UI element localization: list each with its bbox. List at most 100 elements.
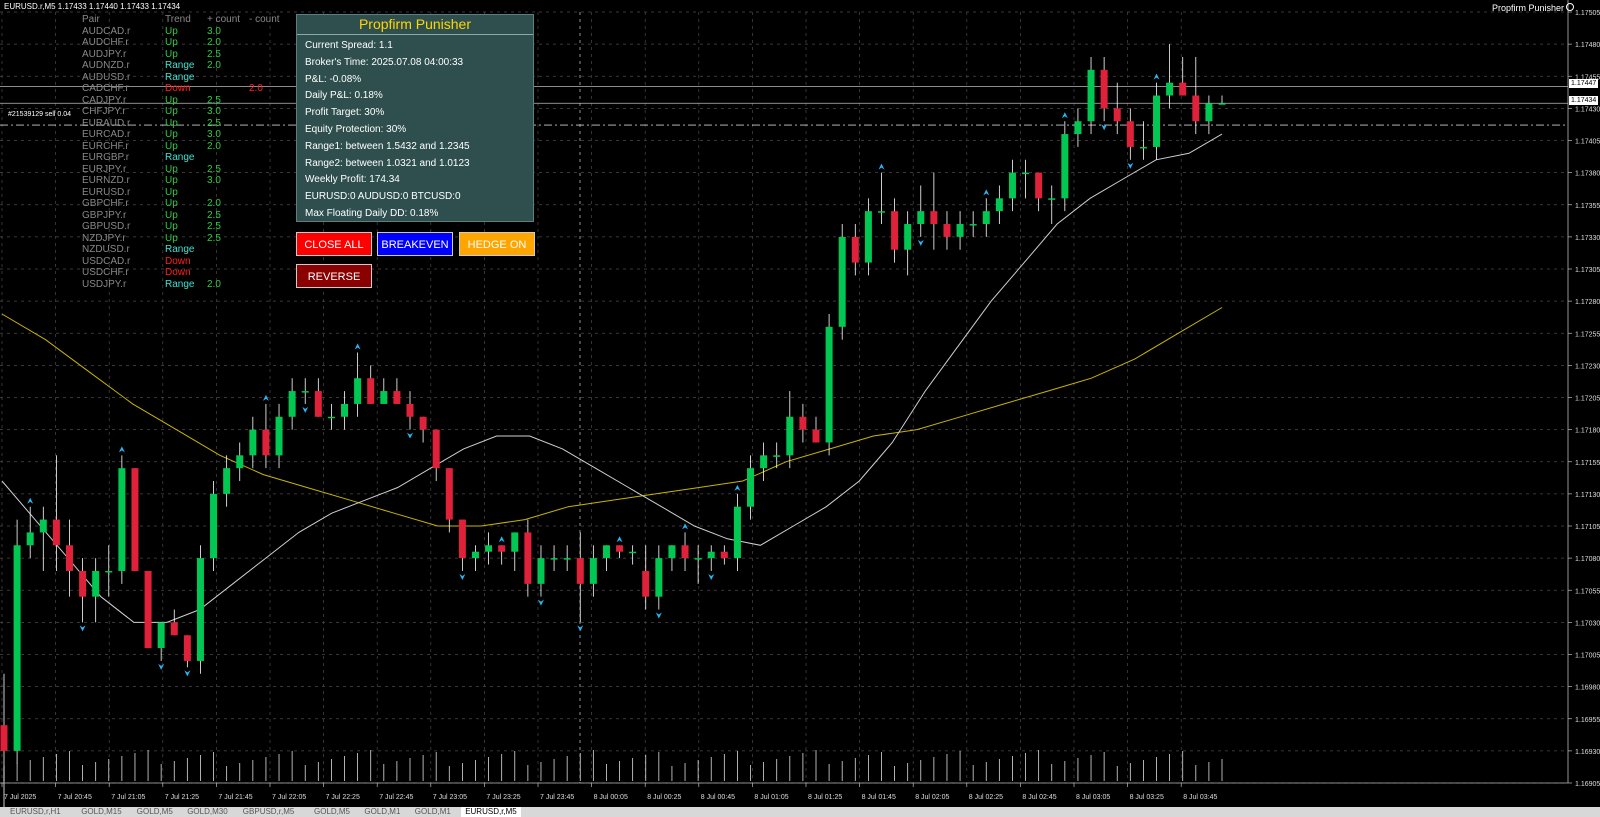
price-label: 1.16955 bbox=[1575, 717, 1600, 724]
candle-body bbox=[131, 468, 139, 571]
fractal-up-arrow bbox=[878, 163, 885, 170]
pair-plus-count: 2.0 bbox=[207, 198, 221, 209]
pair-minus-count bbox=[249, 233, 289, 245]
price-label: 1.17405 bbox=[1575, 139, 1600, 146]
candle-body bbox=[13, 545, 21, 751]
price-label: 1.17455 bbox=[1575, 74, 1600, 81]
candle-body bbox=[629, 551, 637, 554]
pair-minus-count bbox=[249, 106, 289, 118]
chart-tab[interactable]: GOLD,M5 bbox=[314, 807, 351, 816]
time-label: 8 Jul 01:05 bbox=[754, 794, 788, 801]
price-label: 1.17155 bbox=[1575, 460, 1600, 467]
pair-row: GBPCHF.r Up 2.0 bbox=[82, 198, 289, 210]
candle-body bbox=[694, 558, 702, 560]
candle-body bbox=[1113, 108, 1121, 122]
pair-trend: Down bbox=[165, 267, 191, 278]
candle-body bbox=[1192, 95, 1200, 122]
candle-body bbox=[616, 545, 624, 552]
price-label: 1.16905 bbox=[1575, 781, 1600, 788]
time-label: 7 Jul 21:05 bbox=[111, 794, 145, 801]
candle-body bbox=[210, 493, 218, 559]
time-label: 7 Jul 23:05 bbox=[433, 794, 467, 801]
chart-tab[interactable]: GOLD,M15 bbox=[81, 807, 122, 816]
time-label: 7 Jul 23:25 bbox=[486, 794, 520, 801]
candle-body bbox=[341, 403, 349, 417]
pair-row: AUDUSD.r Range bbox=[82, 72, 289, 84]
chart-tab[interactable]: GOLD,M1 bbox=[364, 807, 401, 816]
pair-name: EURAUD.r bbox=[82, 117, 131, 129]
fractal-down-arrow bbox=[1127, 162, 1134, 169]
candle-body bbox=[1074, 121, 1082, 135]
pair-plus-count: 2.5 bbox=[207, 117, 221, 129]
pair-trend: Range bbox=[165, 152, 195, 163]
panel-line: Profit Target: 30% bbox=[305, 107, 385, 119]
pair-minus-count bbox=[249, 267, 289, 279]
candle-body bbox=[1048, 198, 1056, 200]
candle-body bbox=[471, 551, 479, 559]
panel-line: Range2: between 1.0321 and 1.0123 bbox=[305, 157, 470, 169]
fractal-down-arrow bbox=[577, 625, 584, 632]
pair-trend: Range bbox=[165, 60, 195, 71]
time-label: 8 Jul 02:05 bbox=[915, 794, 949, 801]
time-label: 8 Jul 00:25 bbox=[647, 794, 681, 801]
pair-row: CADCHF.r Down 2.0 bbox=[82, 83, 289, 95]
chart-tabs: EURUSD,r,H1 GOLD,M15 GOLD,M5 GOLD,M30 GBPUSD… bbox=[0, 807, 1600, 817]
price-label: 1.17380 bbox=[1575, 171, 1600, 178]
time-label: 7 Jul 22:05 bbox=[272, 794, 306, 801]
time-label: 8 Jul 02:25 bbox=[969, 794, 1003, 801]
pair-name: USDCAD.r bbox=[82, 255, 131, 267]
pair-minus-count bbox=[249, 129, 289, 141]
hedge-on-button[interactable]: HEDGE ON bbox=[459, 232, 535, 256]
candle-body bbox=[1035, 172, 1043, 199]
ea-smiley-icon[interactable] bbox=[1566, 3, 1574, 11]
reverse-button[interactable]: REVERSE bbox=[296, 264, 372, 288]
candle-body bbox=[288, 391, 296, 417]
pair-row: EURCAD.r Up 3.0 bbox=[82, 129, 289, 141]
time-label: 8 Jul 02:45 bbox=[1022, 794, 1056, 801]
pair-row: EURCHF.r Up 2.0 bbox=[82, 141, 289, 153]
pair-name: GBPCHF.r bbox=[82, 198, 129, 209]
pair-trend: Up bbox=[165, 94, 178, 106]
time-label: 8 Jul 03:25 bbox=[1130, 794, 1164, 801]
pair-plus-count bbox=[207, 187, 249, 199]
pair-name: GBPJPY.r bbox=[82, 209, 127, 221]
close-all-button[interactable]: CLOSE ALL bbox=[296, 232, 372, 256]
time-label: 7 Jul 20:45 bbox=[58, 794, 92, 801]
pair-row: AUDCAD.r Up 3.0 bbox=[82, 26, 289, 38]
pair-row: NZDJPY.r Up 2.5 bbox=[82, 233, 289, 245]
chart-tab[interactable]: GOLD,M5 bbox=[136, 807, 173, 816]
candle-body bbox=[1205, 103, 1213, 122]
candle-body bbox=[419, 416, 427, 430]
panel-line: Current Spread: 1.1 bbox=[305, 40, 393, 51]
chart-tab[interactable]: GOLD,M1 bbox=[414, 807, 451, 816]
header-minus-count: - count bbox=[249, 14, 280, 25]
time-label: 8 Jul 00:05 bbox=[594, 794, 628, 801]
chart-tab[interactable]: GOLD,M30 bbox=[187, 807, 228, 816]
last-price-tag: 1.17434 bbox=[1569, 96, 1599, 105]
fractal-down-arrow bbox=[1101, 124, 1108, 131]
breakeven-button[interactable]: BREAKEVEN bbox=[377, 232, 453, 256]
chart-tab[interactable]: EURUSD,r,M5 bbox=[461, 807, 521, 817]
candle-body bbox=[524, 532, 532, 584]
pair-minus-count: 2.0 bbox=[249, 83, 263, 94]
candle-body bbox=[733, 506, 741, 559]
header-plus-count: + count bbox=[207, 14, 241, 25]
pair-plus-count: 2.5 bbox=[207, 232, 221, 244]
pair-name: EURJPY.r bbox=[82, 163, 127, 175]
candle-body bbox=[105, 570, 113, 573]
pair-row: GBPJPY.r Up 2.5 bbox=[82, 210, 289, 222]
pair-plus-count bbox=[207, 152, 249, 164]
pair-trend: Up bbox=[165, 37, 178, 48]
pair-minus-count bbox=[249, 26, 289, 38]
candle-body bbox=[183, 635, 191, 661]
pair-minus-count bbox=[249, 118, 289, 130]
chart-tab[interactable]: EURUSD,r,H1 bbox=[10, 807, 61, 816]
pair-minus-count bbox=[249, 60, 289, 72]
chart-tab[interactable]: GBPUSD,r,M5 bbox=[242, 807, 295, 816]
pair-trend: Up bbox=[165, 163, 178, 175]
pair-name: AUDUSD.r bbox=[82, 71, 131, 83]
pair-name: CADJPY.r bbox=[82, 94, 127, 106]
panel-lines: Current Spread: 1.1 Broker's Time: 2025.0… bbox=[297, 35, 533, 223]
